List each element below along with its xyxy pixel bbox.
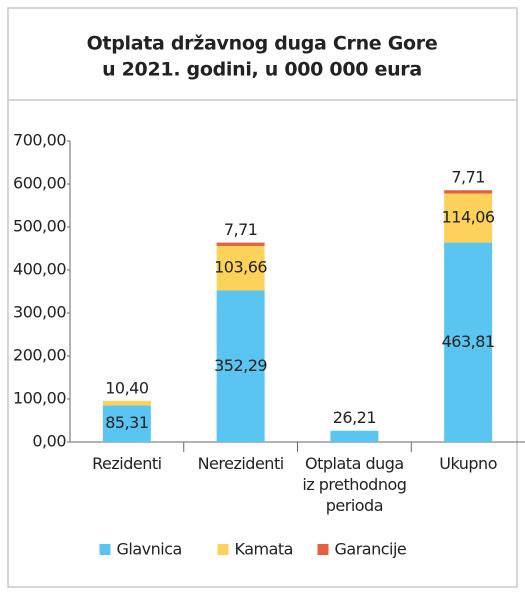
y-tick-label: 600,00	[13, 174, 66, 193]
data-label: 26,21	[333, 408, 376, 427]
x-tick-label: Ukupno	[439, 454, 497, 473]
bar-segment	[444, 242, 493, 442]
chart-title: u 2021. godini, u 000 000 eura	[102, 59, 422, 81]
bar-segment	[444, 190, 493, 194]
x-tick-label: Otplata duga iz prethodnog perioda	[302, 454, 406, 515]
legend-label: Garancije	[335, 540, 407, 559]
y-tick-label: 300,00	[13, 303, 66, 322]
y-tick-label: 700,00	[13, 131, 66, 150]
bar-segment	[216, 242, 265, 246]
y-tick-label: 500,00	[13, 217, 66, 236]
y-tick-label: 400,00	[13, 260, 66, 279]
bar-segment	[444, 193, 493, 243]
y-tick-label: 100,00	[13, 389, 66, 408]
legend-label: Kamata	[235, 540, 293, 559]
data-label: 463,81	[442, 332, 495, 351]
data-label: 103,66	[214, 258, 267, 277]
data-label: 114,06	[442, 208, 495, 227]
legend-swatch	[317, 544, 329, 555]
x-tick-label: Nerezidenti	[198, 454, 284, 473]
bar-segment	[216, 290, 265, 442]
legend-label: Glavnica	[117, 540, 182, 559]
bar-segment	[102, 405, 151, 442]
bar-segment	[102, 400, 151, 406]
x-tick-label: Rezidenti	[92, 454, 161, 473]
chart-title: Otplata državnog duga Crne Gore	[87, 33, 438, 55]
y-tick-label: 0,00	[32, 432, 66, 451]
data-label: 7,71	[451, 168, 485, 187]
legend-swatch	[217, 544, 229, 555]
bar-segment	[216, 245, 265, 291]
data-label: 85,31	[105, 413, 148, 432]
data-label: 10,40	[105, 378, 149, 397]
legend-swatch	[99, 544, 111, 555]
data-label: 7,71	[224, 220, 258, 239]
data-label: 352,29	[214, 356, 267, 375]
bar-segment	[330, 430, 379, 442]
y-tick-label: 200,00	[13, 346, 66, 365]
